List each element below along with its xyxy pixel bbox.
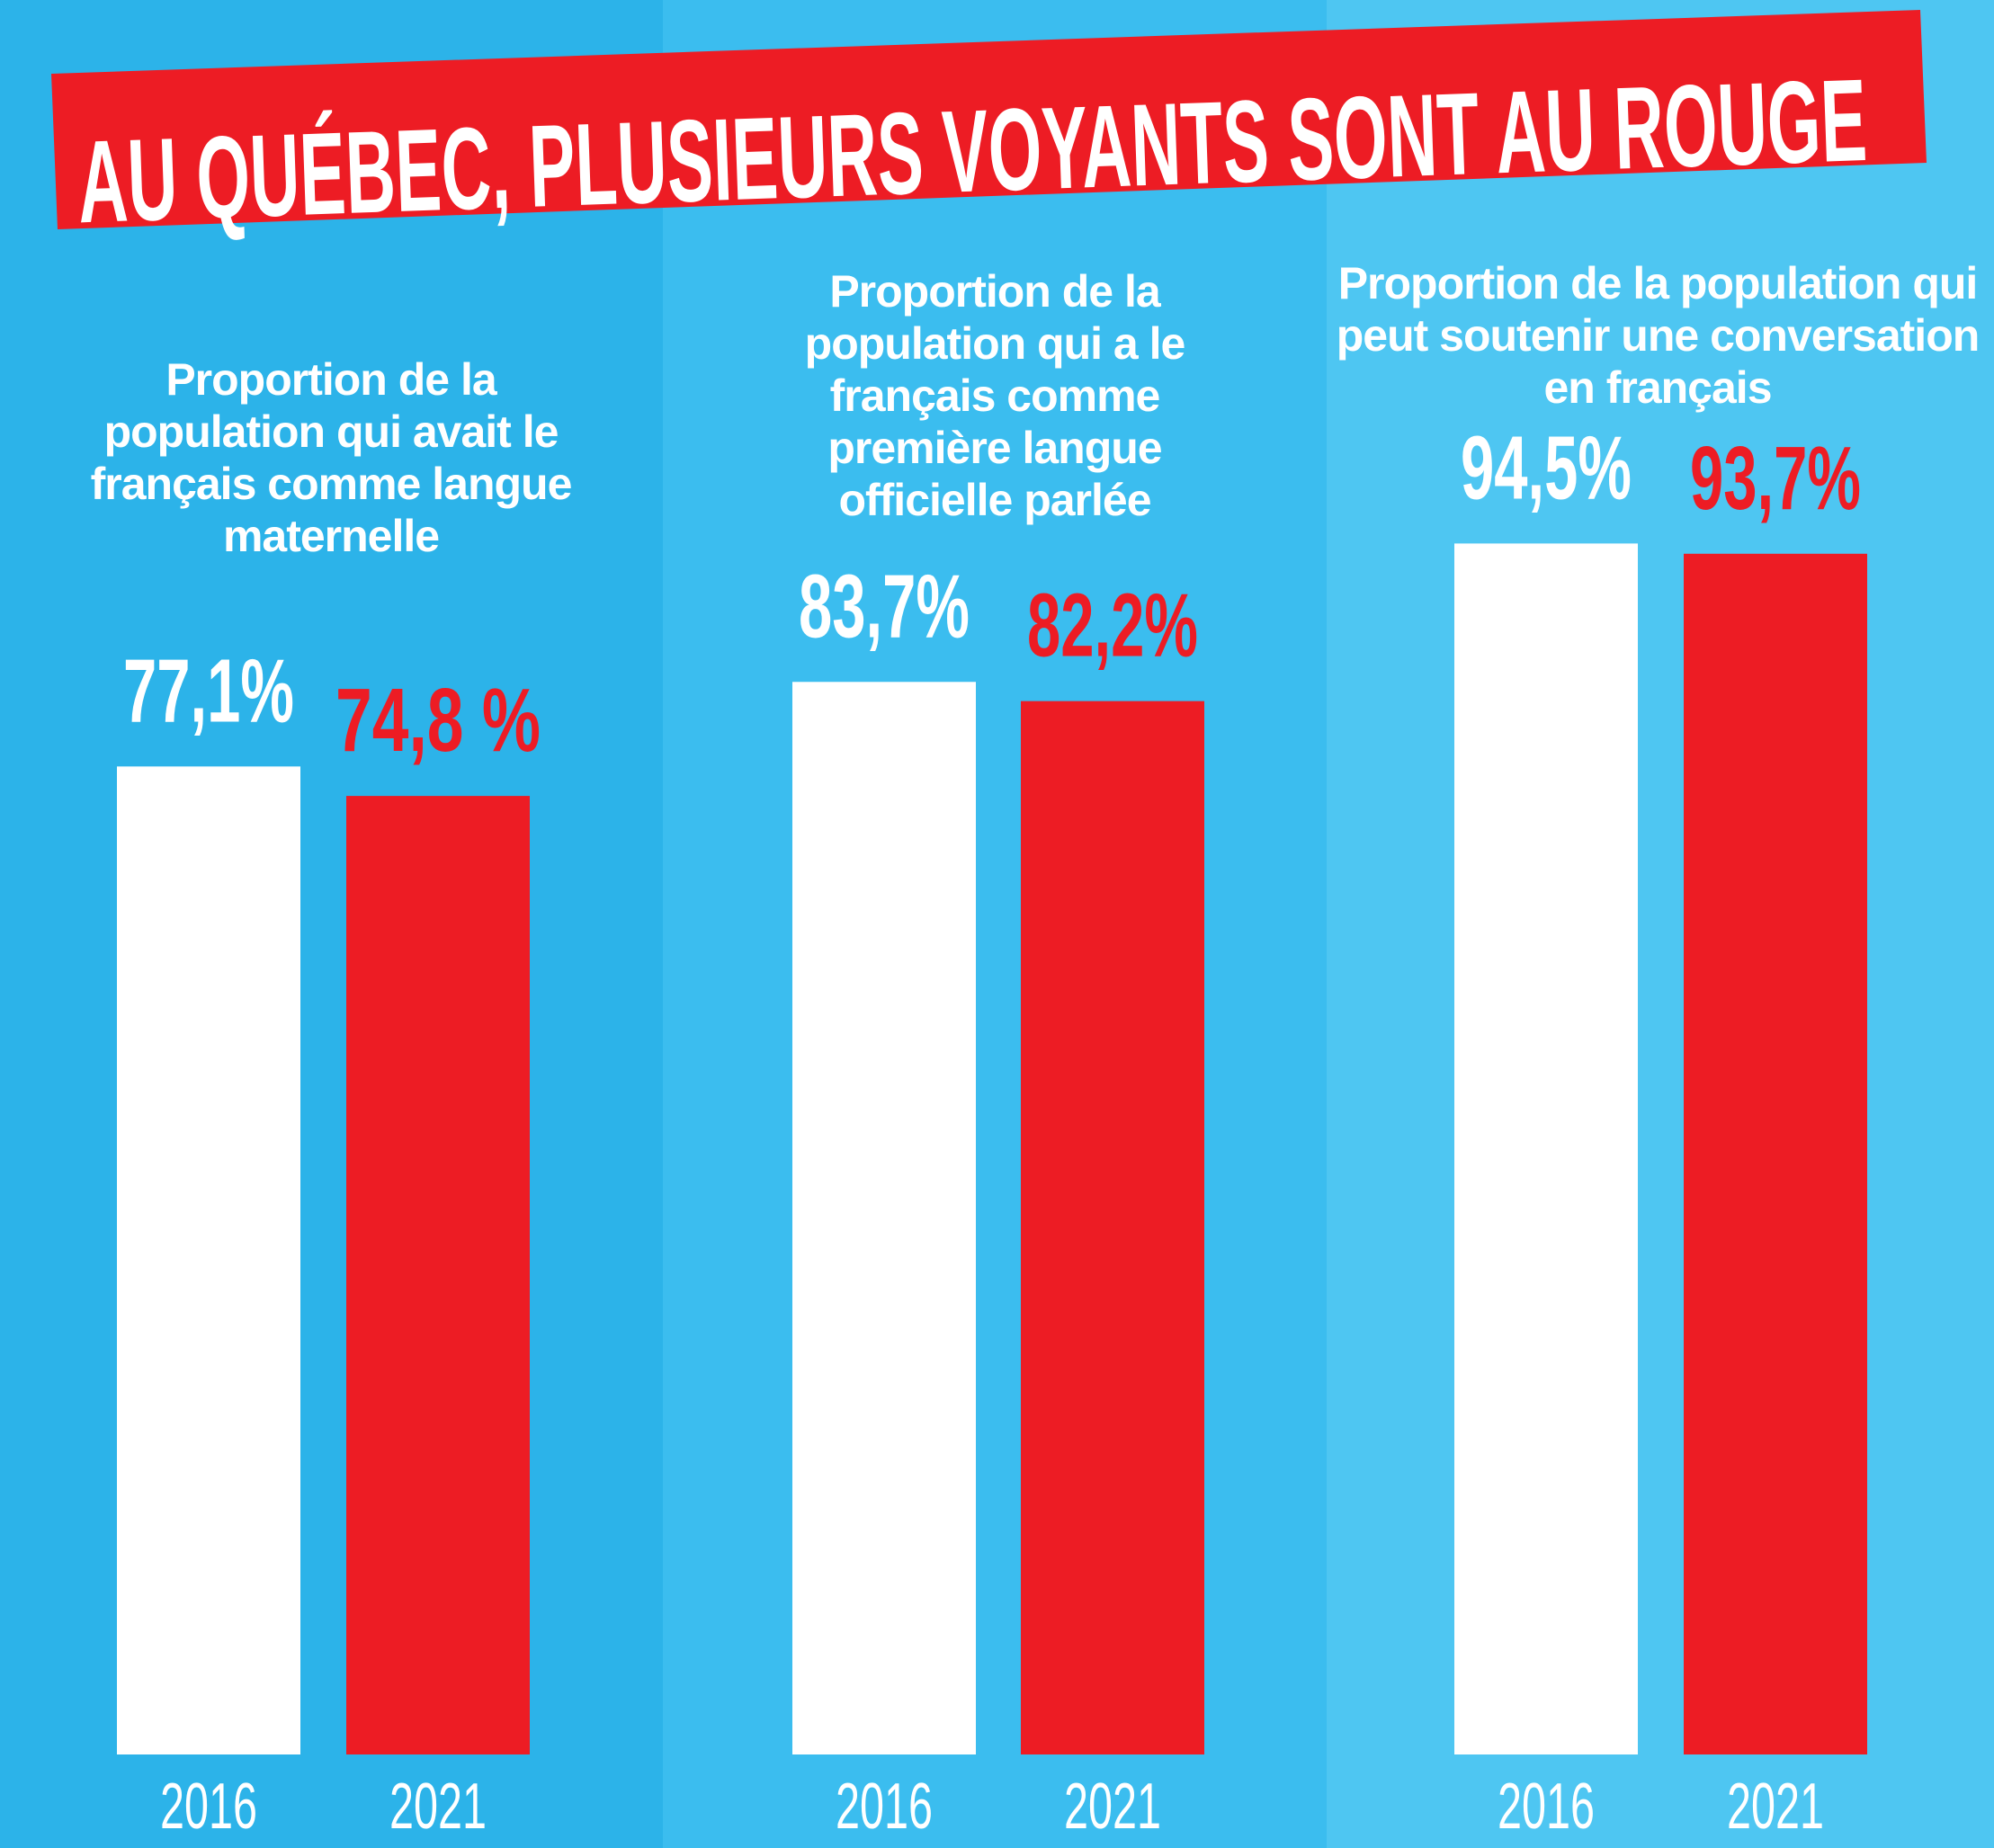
x-tick-label: 2021: [1727, 1771, 1824, 1843]
chart-title-box: Proportion de la population qui peut sou…: [1336, 258, 1981, 413]
x-tick-label: 2016: [160, 1771, 257, 1843]
x-tick-label: 2021: [389, 1771, 487, 1843]
chart-title-box: Proportion de la population qui avait le…: [90, 354, 573, 561]
value-label: 94,5%: [1461, 417, 1632, 518]
bar: [1021, 701, 1204, 1754]
value-label: 74,8 %: [335, 670, 541, 771]
chart-title: Proportion de la population qui peut sou…: [1336, 258, 1981, 413]
chart-title-box: Proportion de la population qui a le fra…: [804, 266, 1186, 525]
value-label: 93,7%: [1690, 428, 1861, 529]
bar: [792, 682, 976, 1754]
panel-bg: [663, 0, 1327, 1848]
bar: [1454, 543, 1638, 1754]
value-label: 83,7%: [799, 556, 970, 656]
value-label: 82,2%: [1027, 576, 1198, 676]
bar: [1684, 553, 1867, 1754]
bar: [117, 766, 300, 1755]
x-tick-label: 2016: [836, 1771, 933, 1843]
x-tick-label: 2021: [1064, 1771, 1161, 1843]
panel-bg: [0, 0, 663, 1848]
value-label: 77,1%: [123, 640, 294, 741]
x-tick-label: 2016: [1498, 1771, 1595, 1843]
title-banner: [51, 10, 1927, 229]
panel-bg: [1327, 0, 1994, 1848]
chart-title: Proportion de la population qui a le fra…: [804, 266, 1186, 525]
chart-title: Proportion de la population qui avait le…: [90, 354, 573, 561]
bar: [346, 796, 530, 1754]
